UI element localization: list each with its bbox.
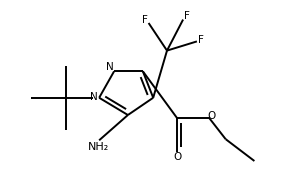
- Text: F: F: [198, 35, 204, 45]
- Text: O: O: [208, 111, 216, 121]
- Text: N: N: [90, 92, 97, 102]
- Text: F: F: [141, 15, 147, 24]
- Text: N: N: [106, 62, 113, 72]
- Text: NH₂: NH₂: [88, 142, 109, 152]
- Text: F: F: [184, 11, 190, 21]
- Text: O: O: [173, 152, 181, 162]
